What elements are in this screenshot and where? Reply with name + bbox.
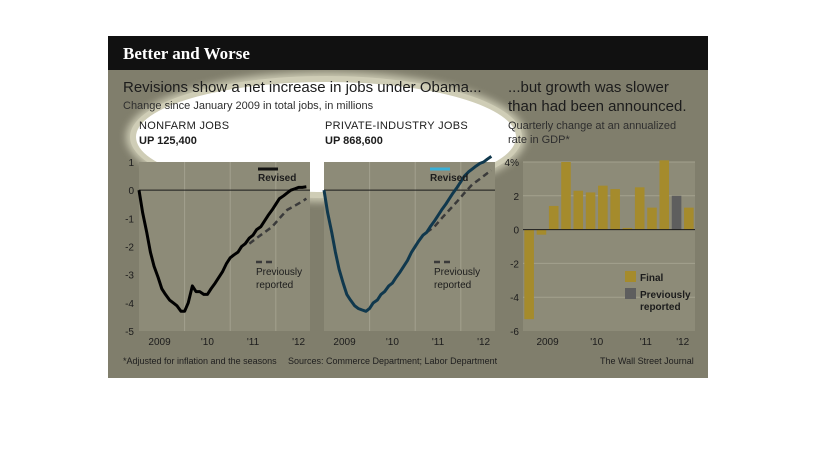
right-headline-line1: ...but growth was slower xyxy=(508,79,669,96)
gdp-bar xyxy=(598,185,608,230)
gdp-ytick-label: 0 xyxy=(513,226,519,237)
nonfarm-ytick-label: -3 xyxy=(125,271,134,282)
gdp-bar xyxy=(585,192,596,230)
gdp-xtick-label: '10 xyxy=(590,337,603,348)
gdp-bar xyxy=(548,205,559,230)
gdp-ytick-label: -4 xyxy=(510,293,519,304)
private-xtick-label: 2009 xyxy=(333,337,356,348)
right-subhead-line2: rate in GDP* xyxy=(508,134,570,146)
right-headline-line2: than had been announced. xyxy=(508,98,687,115)
nonfarm-plot-area xyxy=(139,162,310,331)
nonfarm-ytick-label: -2 xyxy=(125,243,134,254)
sources: Sources: Commerce Department; Labor Depa… xyxy=(288,356,498,366)
gdp-legend-previous-swatch xyxy=(625,288,636,299)
private-previous-line xyxy=(425,169,493,234)
gdp-xtick-label: 2009 xyxy=(536,337,559,348)
gdp-bar xyxy=(561,162,571,230)
private-revised-line xyxy=(322,155,493,313)
gdp-ytick-label: 2 xyxy=(513,192,519,203)
credit: The Wall Street Journal xyxy=(600,356,694,366)
nonfarm-xtick-label: 2009 xyxy=(148,337,171,348)
private-xtick-label: '10 xyxy=(386,337,399,348)
gdp-bar xyxy=(622,227,633,230)
gdp-legend-final-label: Final xyxy=(640,273,664,284)
gdp-bar xyxy=(634,187,645,230)
gdp-legend-previous-label-line2: reported xyxy=(640,302,681,313)
nonfarm-xtick-label: '12 xyxy=(292,337,305,348)
nonfarm-revised-line xyxy=(137,185,307,313)
private-legend-previous-label-line2: reported xyxy=(434,280,471,291)
graphic-panel: 1 0 -1 -2 -3 -4 -5 2009 '10 '11 '12 Revised Previous… xyxy=(108,36,708,378)
nonfarm-xtick-label: '10 xyxy=(201,337,214,348)
gdp-bar xyxy=(536,229,547,235)
nonfarm-previous-line xyxy=(248,197,308,245)
private-subtitle: UP 868,600 xyxy=(325,135,383,147)
private-legend-revised-label: Revised xyxy=(430,173,468,184)
left-headline: Revisions show a net increase in jobs un… xyxy=(123,79,482,96)
gdp-bar xyxy=(659,160,670,230)
private-legend-previous-label-line1: Previously xyxy=(434,267,480,278)
charts-canvas: 1 0 -1 -2 -3 -4 -5 2009 '10 '11 '12 Revised Previous… xyxy=(125,155,695,348)
gdp-xtick-label: '11 xyxy=(640,337,653,348)
private-title: PRIVATE-INDUSTRY JOBS xyxy=(325,120,469,132)
gdp-bar xyxy=(647,207,657,230)
nonfarm-legend-revised-label: Revised xyxy=(258,173,296,184)
gdp-bar xyxy=(684,207,694,230)
nonfarm-xtick-label: '11 xyxy=(247,337,260,348)
gdp-bar xyxy=(610,189,620,230)
gdp-legend-final-swatch xyxy=(625,271,636,282)
footnote: *Adjusted for inflation and the seasons xyxy=(123,356,277,366)
private-xtick-label: '12 xyxy=(477,337,490,348)
gdp-bar xyxy=(573,190,584,230)
nonfarm-ytick-label: -4 xyxy=(125,299,134,310)
nonfarm-subtitle: UP 125,400 xyxy=(139,135,197,147)
nonfarm-ytick-label: -5 xyxy=(125,327,134,338)
nonfarm-title: NONFARM JOBS xyxy=(139,120,230,132)
right-subhead-line1: Quarterly change at an annualized xyxy=(508,120,677,132)
nonfarm-ytick-label: 1 xyxy=(128,158,134,169)
gdp-bar xyxy=(671,195,682,230)
left-subhead: Change since January 2009 in total jobs,… xyxy=(123,100,374,112)
header-title: Better and Worse xyxy=(123,44,250,63)
gdp-ytick-label: -6 xyxy=(510,327,519,338)
gdp-bar xyxy=(524,229,534,320)
gdp-ytick-label: 4% xyxy=(505,158,520,169)
nonfarm-ytick-label: -1 xyxy=(125,214,134,225)
gdp-legend-previous-label-line1: Previously xyxy=(640,290,691,301)
private-xtick-label: '11 xyxy=(432,337,445,348)
nonfarm-legend-previous-label-line1: Previously xyxy=(256,267,302,278)
nonfarm-ytick-label: 0 xyxy=(128,186,134,197)
nonfarm-legend-previous-label-line2: reported xyxy=(256,280,293,291)
gdp-xtick-label: '12 xyxy=(676,337,689,348)
gdp-ytick-label: -2 xyxy=(510,259,519,270)
header-bar: Better and Worse xyxy=(108,36,708,70)
